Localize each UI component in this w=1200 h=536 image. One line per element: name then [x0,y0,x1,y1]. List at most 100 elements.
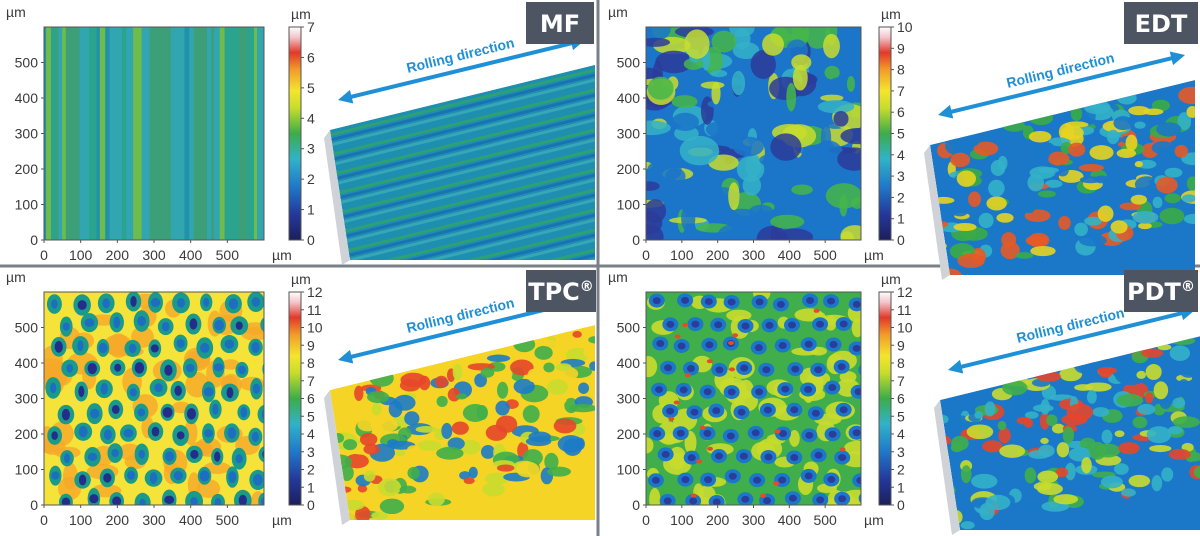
surface-feature [394,450,406,457]
surface-feature [1170,336,1196,345]
surface-feature [1089,145,1114,160]
heatmap-blotch [683,58,704,70]
heatmap-blotch [718,224,749,240]
surface-feature [990,159,1006,176]
surface-feature [966,424,994,440]
y-tick-label: 0 [30,497,38,513]
colorbar-tick-label: 2 [897,462,905,478]
surface-feature [961,136,980,147]
surface-feature [1137,403,1156,415]
x-tick-label: 300 [742,512,766,528]
heatmap-stripe [165,27,171,240]
heatmap-stripe [156,27,166,240]
heatmap-cell-core [691,320,700,328]
surface-feature [1097,367,1117,375]
surface-feature [363,470,376,482]
colorbar-tick-label: 4 [307,110,315,126]
heatmap-crater-core [151,426,160,437]
heatmap-cell-core [753,476,762,484]
surface-feature [1030,245,1056,257]
heatmap-ridge [844,440,861,455]
surface-feature [330,400,346,409]
panel-title-text: EDT [1135,10,1188,38]
surface-feature [406,458,422,467]
colorbar-tick-label: 9 [897,40,905,56]
x-tick-label: 500 [216,512,240,528]
surface-feature [441,422,453,439]
colorbar-tick-label: 8 [897,355,905,371]
heatmap-stripe [65,27,71,240]
x-tick-label: 300 [742,247,766,263]
heatmap-ridge [738,379,754,399]
colorbar [878,291,892,506]
heatmap-crater-core [112,496,122,505]
surface-stripe [330,103,595,172]
heatmap-crater-core [87,362,97,375]
heatmap-blotch [770,214,805,229]
heatmap-cell-core [827,297,836,305]
surface-feature [1061,125,1084,140]
surface-feature [578,326,589,342]
surface-stripe [330,113,595,182]
heatmap-blotch [646,181,660,191]
surface-feature [476,405,488,420]
surface-stripe [330,78,595,147]
heatmap-stripe [238,27,248,240]
heatmap-crater-core [61,497,71,505]
heatmap [646,292,861,505]
heatmap-blotch [791,54,812,71]
heatmap-cell-core [679,386,688,394]
heatmap-crater-core [238,494,247,505]
heatmap-crater-core [162,407,173,418]
surface-feature [417,440,442,451]
surface-feature [1034,147,1050,162]
surface-feature [999,444,1026,458]
heatmap-cell-core [755,388,764,396]
y-tick-label: 500 [617,320,641,336]
heatmap-ridge [851,319,861,338]
y-tick-label: 400 [617,90,641,106]
heatmap-cell-core [765,321,774,329]
surface-feature [1145,363,1162,380]
heatmap-cell-core [778,476,787,484]
heatmap-crater-core [123,428,134,438]
x-axis-unit: µm [864,247,884,263]
heatmap-blotch [786,82,797,112]
heatmap-stripe [96,27,100,240]
surface-stripe [330,143,595,212]
surface-feature [1094,175,1109,184]
heatmap-cell-core [814,366,823,374]
heatmap-crater-core [189,318,198,330]
colorbar-tick-label: 7 [307,19,315,35]
surface-feature [547,466,571,477]
surface-feature [436,395,448,408]
surface-stripe [330,93,595,162]
surface-3d [940,335,1200,530]
surface-feature [973,141,999,156]
surface-feature [945,138,964,155]
surface-stripe [330,68,595,137]
surface-feature [459,439,481,455]
heatmap-blotch [839,194,848,217]
colorbar-tick-label: 6 [307,49,315,65]
surface-stripe [330,213,595,260]
surface-feature [535,414,557,429]
surface-stripe [330,233,595,260]
surface-feature [1153,381,1169,400]
surface-3d [930,80,1195,275]
surface-feature [1161,467,1174,482]
heatmap-crater-core [61,408,70,421]
heatmap-crater-core [66,364,74,373]
heatmap-blotch [823,33,840,59]
heatmap-cell-core [839,320,848,328]
colorbar-tick-label: 9 [307,337,315,353]
surface-feature [447,437,465,450]
surface-feature [355,506,371,520]
heatmap-stripe [224,27,231,240]
surface-feature [1056,164,1069,177]
heatmap-crater-core [77,340,84,352]
heatmap-blotch [840,127,861,145]
heatmap-stripe [230,27,239,240]
heatmap-crater-core [51,431,58,440]
colorbar-tick-label: 0 [897,232,905,248]
